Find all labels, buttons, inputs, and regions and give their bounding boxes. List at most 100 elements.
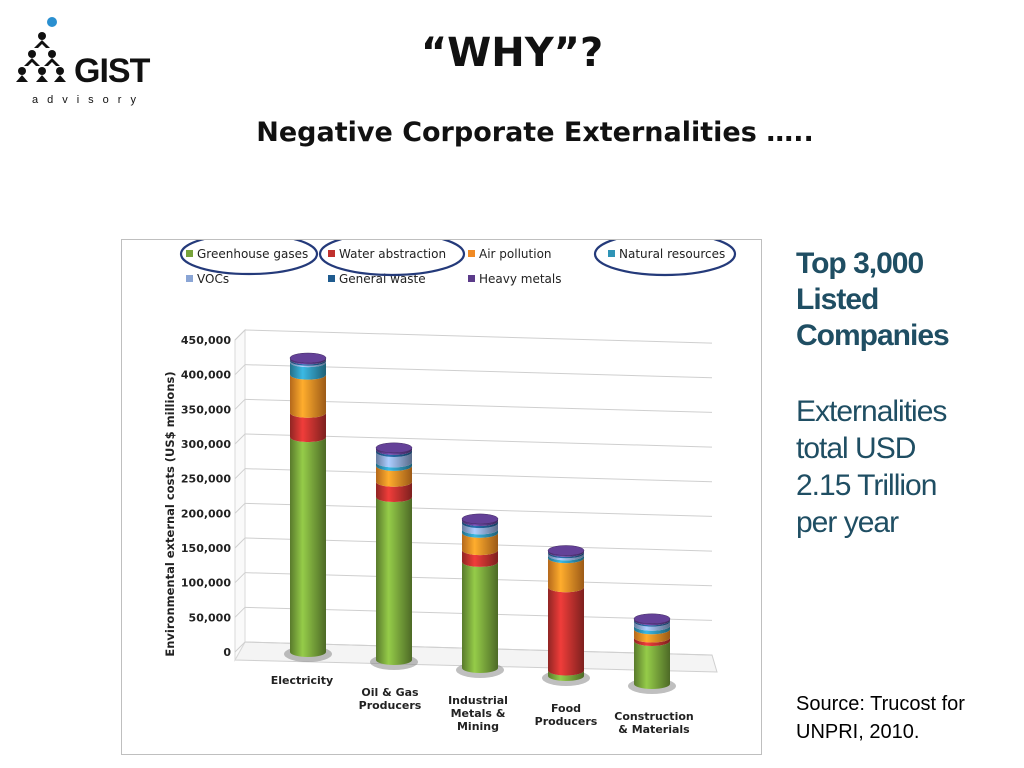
x-tick-label: Producers: [359, 699, 422, 712]
bar-segment: [634, 618, 670, 626]
y-tick-label: 100,000: [181, 577, 231, 590]
bar-segment: [376, 465, 412, 487]
legend-swatch: [186, 275, 193, 282]
bar-cap: [461, 513, 499, 525]
bar-segment: [290, 362, 326, 380]
y-tick-label: 250,000: [181, 473, 231, 486]
side-body-line: Externalities: [796, 395, 947, 428]
grid-line: [244, 329, 713, 344]
side-heading-line: Top 3,000: [796, 247, 924, 280]
legend-label: Air pollution: [479, 247, 552, 261]
legend-swatch: [468, 275, 475, 282]
logo-wordmark: GIST: [74, 52, 150, 90]
legend-label: Greenhouse gases: [197, 247, 308, 261]
source-note: Source: Trucost for UNPRI, 2010.: [796, 690, 1016, 746]
stacked-cylinder-chart: 0 50,000 100,000 150,000 200,000 250,000 300,0…: [163, 231, 737, 736]
bar-segment: [376, 452, 412, 468]
side-heading: Top 3,000 Listed Companies: [796, 246, 1006, 354]
bar-segment: [548, 558, 584, 593]
x-tick-label: Metals &: [451, 707, 506, 720]
y-tick-label: 200,000: [181, 507, 231, 520]
side-heading-line: Companies: [796, 319, 950, 352]
legend-swatch: [608, 250, 615, 257]
bar-segment: [376, 481, 412, 503]
bar-segment: [634, 621, 670, 631]
legend-swatch: [186, 250, 193, 257]
grid-line-side: [234, 398, 246, 410]
x-tick-label: Mining: [457, 720, 499, 733]
bar-segment: [462, 550, 498, 567]
grid-line-side: [234, 502, 246, 514]
x-tick-label: Electricity: [271, 674, 333, 687]
page-title: “WHY”?: [420, 30, 604, 76]
bar-segment: [548, 555, 584, 564]
bar-segment: [462, 523, 498, 535]
bar-segment: [290, 412, 326, 443]
bar-segment: [548, 587, 584, 676]
bar-segment: [462, 561, 498, 673]
page-subtitle: Negative Corporate Externalities …..: [256, 117, 814, 148]
bar-segment: [290, 437, 326, 657]
source-line: UNPRI, 2010.: [796, 721, 920, 743]
grid-line-side: [234, 572, 246, 584]
grid-line-side: [234, 329, 246, 341]
source-line: Source: Trucost for: [796, 693, 965, 715]
bar-segment: [462, 532, 498, 556]
bar-cap: [547, 545, 585, 556]
grid-line-side: [234, 364, 246, 376]
bar-cap: [375, 442, 413, 454]
bar-segment: [548, 551, 584, 559]
x-tick-label: Food: [551, 702, 581, 715]
bar-segment: [290, 358, 326, 365]
bar-segment: [462, 521, 498, 529]
grid-line-side: [234, 468, 246, 480]
grid-line-side: [234, 537, 246, 549]
y-tick-label: 0: [223, 646, 231, 659]
bar-cap: [289, 352, 327, 364]
y-tick-label: 300,000: [181, 438, 231, 451]
y-axis-label: Environmental external costs (US$ millio…: [163, 371, 177, 656]
bar-segment: [376, 447, 412, 455]
bar-segment: [634, 629, 670, 643]
bar-segment: [376, 497, 412, 665]
bar-segment: [290, 360, 326, 368]
grid-line-side: [234, 606, 246, 618]
bar-segment: [548, 553, 584, 561]
legend-label: Heavy metals: [479, 272, 562, 286]
people-pyramid-icon: [16, 17, 66, 82]
bar-segment: [634, 641, 670, 689]
bar-cap: [633, 613, 671, 625]
chart-left-wall: [234, 328, 246, 662]
legend-swatch: [328, 275, 335, 282]
legend-label: Water abstraction: [339, 247, 446, 261]
side-body: Externalities total USD 2.15 Trillion pe…: [796, 393, 1016, 541]
y-tick-label: 450,000: [181, 334, 231, 347]
x-tick-label: & Materials: [618, 723, 690, 736]
y-tick-label: 400,000: [181, 369, 231, 382]
gist-logo: GIST advisory: [14, 14, 154, 106]
x-tick-label: Oil & Gas: [361, 686, 419, 699]
bar-segment: [376, 449, 412, 457]
bar-segment: [548, 550, 584, 557]
side-body-line: per year: [796, 506, 899, 539]
side-heading-line: Listed: [796, 283, 879, 316]
y-tick-label: 350,000: [181, 403, 231, 416]
bar-segment: [462, 529, 498, 538]
chart-frame: 0 50,000 100,000 150,000 200,000 250,000 300,0…: [121, 231, 762, 755]
grid-line-side: [234, 641, 246, 653]
side-body-line: 2.15 Trillion: [796, 469, 937, 502]
legend-swatch: [468, 250, 475, 257]
x-tick-label: Producers: [535, 715, 598, 728]
bar-segment: [548, 670, 584, 681]
legend-swatch: [328, 250, 335, 257]
x-tick-label: Industrial: [448, 694, 508, 707]
bar-segment: [634, 637, 670, 647]
bar-segment: [290, 359, 326, 366]
legend-label: VOCs: [197, 272, 229, 286]
y-tick-label: 150,000: [181, 542, 231, 555]
y-tick-label: 50,000: [189, 611, 232, 624]
bar-segment: [376, 462, 412, 471]
side-body-line: total USD: [796, 432, 916, 465]
legend-label: Natural resources: [619, 247, 725, 261]
bar-segment: [462, 518, 498, 527]
